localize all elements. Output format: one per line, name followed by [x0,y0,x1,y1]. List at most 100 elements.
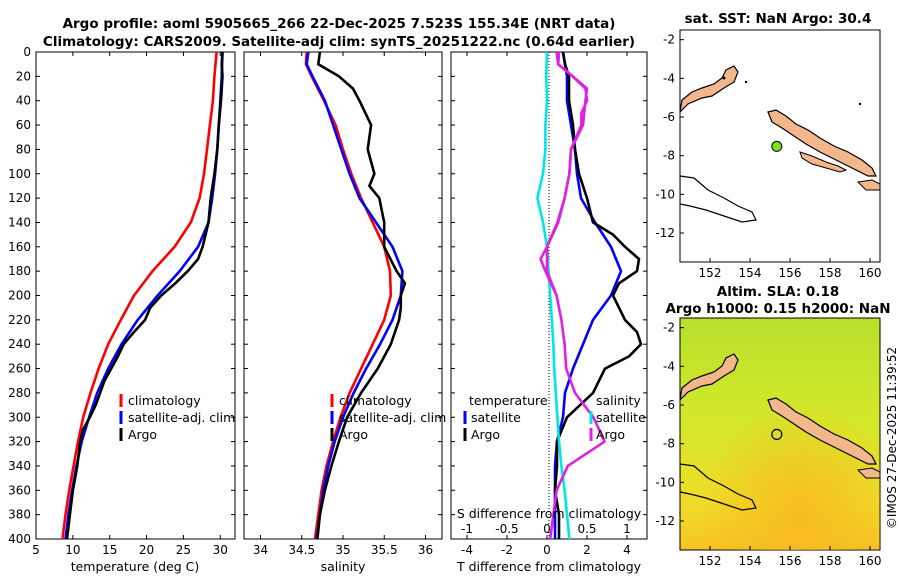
depth-tick-label: 60 [16,118,31,132]
depth-tick-label: 240 [8,337,31,351]
legend-salinity-title: salinity [596,393,641,408]
series-line-satellite-adj-clim [305,51,404,540]
coastline-reef [680,175,757,223]
x-tick-label: 20 [139,543,154,557]
lon-tick-label: 152 [699,554,722,568]
island-dot [722,76,726,80]
depth-tick-label: 340 [8,459,31,473]
lat-tick-label: -2 [663,33,675,47]
depth-tick-label: 140 [8,215,31,229]
depth-tick-label: 0 [23,45,31,59]
island-dot [858,102,862,106]
x-tick-label: 15 [102,543,117,557]
depth-tick-label: 200 [8,289,31,303]
difference-top-x-ticks: -1 -0.5 0 0.5 1 [461,522,631,536]
temperature-series [61,51,224,540]
depth-tick-label: 400 [8,532,31,546]
legend-climatology-label: climatology [128,393,201,408]
lat-tick-label: -12 [655,226,675,240]
series-line-climatology [61,51,218,540]
series-line-argo [65,51,224,540]
depth-tick-label: 40 [16,94,31,108]
x-tick-label: -2 [501,543,513,557]
sst-map-panel: 152 154 156 158 160 -2 -4 -6 -8 -10 -12 [655,29,881,280]
sla-map-field [680,318,880,550]
sst-map-land [680,65,880,223]
lat-tick-label: -10 [655,475,675,489]
x-tick-label: 34.5 [288,543,315,557]
x-tick-label: 25 [176,543,191,557]
difference-panel: -4 -2 0 2 4 S difference from climatology -1… [450,51,648,574]
lon-tick-label: 154 [739,266,762,280]
lon-tick-label: 160 [859,554,882,568]
difference-legend: temperature satellite Argo salinity sate… [463,393,646,442]
top-x-tick-label: -0.5 [495,522,518,536]
salinity-legend: climatology satellite-adj. clim Argo [330,393,446,442]
temperature-x-ticks: 5 10 15 20 25 30 [32,51,235,557]
lon-tick-label: 152 [699,266,722,280]
x-tick-label: 30 [213,543,228,557]
x-tick-label: -4 [461,543,473,557]
depth-tick-label: 20 [16,69,31,83]
x-tick-label: 0 [543,543,551,557]
x-tick-label: 36 [418,543,433,557]
legend-temperature-title: temperature [469,393,548,408]
lat-tick-label: -12 [655,514,675,528]
depth-tick-label: 360 [8,483,31,497]
legend-t-argo-label: Argo [471,427,500,442]
sla-map-title-2: Argo h1000: 0.15 h2000: NaN [665,301,890,317]
legend-t-satellite-label: satellite [471,410,521,425]
land-east [856,467,880,479]
title-line-1: Argo profile: aoml 5905665_266 22-Dec-20… [63,16,616,32]
salinity-series [304,51,407,540]
land-bougainville [767,397,877,465]
legend-s-satellite-label: satellite [596,410,646,425]
lat-tick-label: -4 [663,359,675,373]
depth-tick-label: 260 [8,362,31,376]
argo-location-marker [771,140,783,152]
lon-tick-label: 158 [819,266,842,280]
series-line-t-argo [553,51,643,539]
temperature-xlabel: temperature (deg C) [71,559,200,574]
depth-tick-label: 80 [16,142,31,156]
land-bougainville [767,109,877,177]
difference-xlabel: T difference from climatology [456,559,642,574]
legend-s-argo-label: Argo [596,427,625,442]
argo-location-marker [771,428,783,440]
top-x-tick-label: -1 [461,522,473,536]
salinity-axes-frame [243,51,443,540]
series-line-t-satellite [553,51,623,539]
land-new-britain [680,353,739,401]
sla-warm-anomaly [680,318,880,550]
series-line-argo [316,51,407,540]
land-east [856,179,880,191]
legend-argo-label: Argo [128,427,157,442]
lat-tick-label: -8 [663,437,675,451]
salinity-x-ticks: 34 34.5 35 35.5 36 [244,51,442,557]
legend-satellite-label: satellite-adj. clim [128,410,235,425]
x-tick-label: 4 [623,543,631,557]
lat-tick-label: -4 [663,71,675,85]
temperature-panel: 5 10 15 20 25 30 temperature (deg C) climatol… [32,51,236,574]
series-line-s-argo-upper- [545,51,589,296]
island-dot [744,80,748,84]
depth-tick-label: 280 [8,386,31,400]
depth-tick-labels: 0 20 40 60 80 100 120 140 160 180 200 220 240 260 280 3… [8,45,31,546]
sla-map-ticks: 152 154 156 158 160 -2 -4 -6 -8 -10 -12 [655,321,881,568]
depth-tick-label: 220 [8,313,31,327]
temperature-legend: climatology satellite-adj. clim Argo [119,393,235,442]
lat-tick-label: -10 [655,187,675,201]
depth-tick-label: 180 [8,264,31,278]
x-tick-label: 10 [65,543,80,557]
coastline-reef [680,463,757,511]
depth-tick-label: 320 [8,435,31,449]
lon-tick-label: 154 [739,554,762,568]
credit-text: ©IMOS 27-Dec-2025 11:39:52 [885,347,899,529]
title-line-2: Climatology: CARS2009. Satellite-adj cli… [43,34,635,50]
series-line-s-satellite [536,51,571,540]
legend-argo-label: Argo [339,427,368,442]
depth-tick-label: 380 [8,508,31,522]
salinity-panel: 34 34.5 35 35.5 36 salinity climatology sate… [243,51,446,574]
difference-x-ticks: -4 -2 0 2 4 [451,51,647,557]
